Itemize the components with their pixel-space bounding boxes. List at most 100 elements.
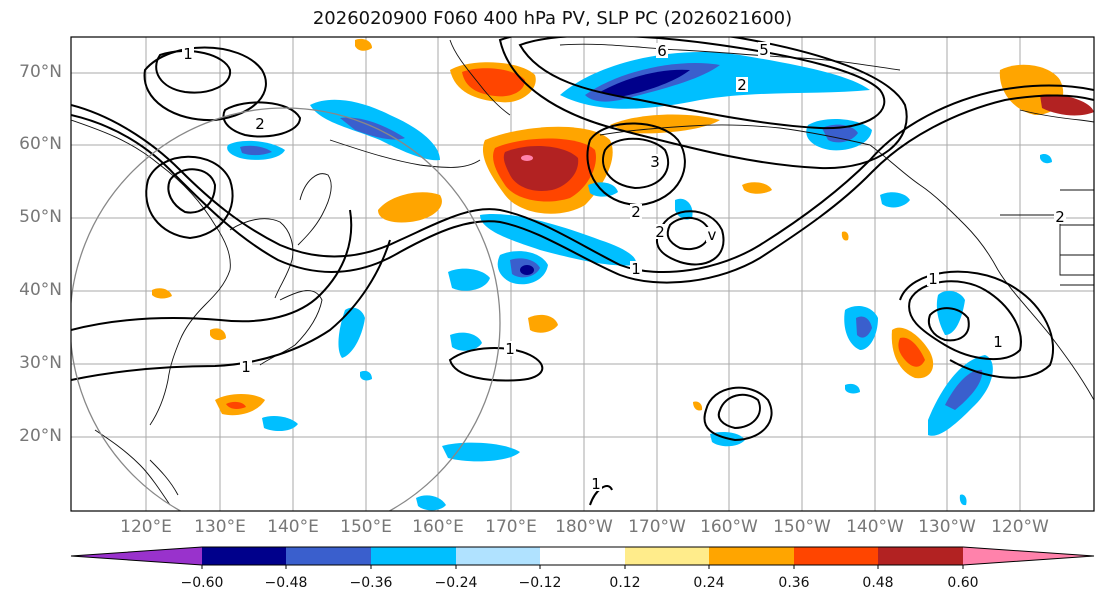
pv-positive-peak-bering bbox=[521, 155, 533, 161]
pv-positive-blob-tiny4 bbox=[693, 401, 703, 411]
contour-label: 3 bbox=[650, 153, 660, 171]
contour-label: 2 bbox=[737, 76, 747, 94]
contour-label: 1 bbox=[241, 358, 251, 376]
coastlines bbox=[71, 39, 1094, 506]
latitude-tick-label: 50°N bbox=[19, 207, 62, 227]
contour-label-bg bbox=[706, 227, 718, 242]
reference-circle bbox=[71, 107, 501, 511]
contour-label: 1 bbox=[993, 333, 1003, 351]
colorbar-tick-label: 0.36 bbox=[778, 575, 810, 591]
contour-label-bg bbox=[630, 261, 642, 276]
longitude-tick-label: 170°E bbox=[485, 517, 537, 537]
pv-negative-max-npac bbox=[520, 265, 534, 275]
colorbar-tick-label: 0.60 bbox=[947, 575, 979, 591]
pv-negative-blob-tropic4 bbox=[416, 495, 446, 511]
colorbar-segment bbox=[71, 547, 202, 565]
colorbar-tick-label: 0.48 bbox=[862, 575, 894, 591]
colorbar-segment bbox=[286, 547, 371, 565]
longitude-tick-label: 120°W bbox=[991, 517, 1049, 537]
contour-label: 1 bbox=[183, 45, 193, 63]
contour-label: 2 bbox=[255, 115, 265, 133]
contour-label: 6 bbox=[657, 42, 667, 60]
pv-positive-core-southjapan bbox=[226, 401, 246, 409]
contour-label: 2 bbox=[631, 203, 641, 221]
contour-label-bg bbox=[590, 476, 602, 491]
colorbar bbox=[71, 547, 1094, 565]
pv-negative-blob-midpac bbox=[675, 198, 693, 220]
longitude-tick-label: 150°W bbox=[773, 517, 831, 537]
pv-negative-blob-subtrop bbox=[450, 332, 482, 351]
pv-positive-blob-tiny1 bbox=[152, 288, 172, 299]
colorbar-tick-label: −0.48 bbox=[264, 575, 308, 591]
longitude-tick-label: 140°E bbox=[267, 517, 319, 537]
pv-negative-blob-tiny3 bbox=[1040, 153, 1052, 164]
contour-label: 1 bbox=[591, 475, 601, 493]
contour-label: 5 bbox=[759, 41, 769, 59]
contour-label-bg bbox=[1054, 209, 1066, 224]
contour-label: 2 bbox=[1055, 208, 1065, 226]
pv-negative-blob-west bbox=[448, 268, 490, 291]
contour-label-bg bbox=[992, 334, 1004, 349]
pv-negative-blob-tiny2 bbox=[845, 383, 860, 394]
latitude-tick-label: 70°N bbox=[19, 62, 62, 82]
latitude-tick-label: 20°N bbox=[19, 426, 62, 446]
longitude-tick-label: 160°W bbox=[700, 517, 758, 537]
pv-negative-blob-canada bbox=[880, 192, 910, 208]
colorbar-tick-label: −0.24 bbox=[434, 575, 478, 591]
colorbar-segment bbox=[794, 547, 878, 565]
colorbar-segment bbox=[371, 547, 456, 565]
pv-positive-blob-tiny3 bbox=[210, 328, 226, 341]
pv-positive-core-chukotka bbox=[462, 68, 525, 97]
colorbar-tick-label: 0.24 bbox=[693, 575, 725, 591]
latitude-tick-label: 30°N bbox=[19, 353, 62, 373]
longitude-tick-label: 180°W bbox=[555, 517, 613, 537]
colorbar-segment bbox=[709, 547, 794, 565]
longitude-tick-label: 130°W bbox=[918, 517, 976, 537]
longitude-tick-label: 170°W bbox=[628, 517, 686, 537]
pv-negative-blob-gulf bbox=[588, 182, 618, 197]
pv-positive-blob-subtrop bbox=[528, 314, 558, 333]
contour-label-bg bbox=[654, 224, 666, 239]
pv-positive-core-eastpac bbox=[898, 337, 925, 367]
pv-positive-core-canada bbox=[1040, 94, 1094, 116]
pv-positive-blob-arctic-tiny bbox=[355, 38, 372, 51]
pv-positive-blob-okhotsk bbox=[378, 192, 442, 223]
contour-label: 1 bbox=[631, 260, 641, 278]
pv-positive-blob-yukon bbox=[610, 114, 720, 134]
contour-label-bg bbox=[649, 154, 661, 169]
colorbar-tick-label: −0.12 bbox=[518, 575, 562, 591]
pv-negative-blob-bc bbox=[936, 290, 965, 335]
pv-negative-max-arctic bbox=[600, 69, 690, 97]
longitude-tick-label: 130°E bbox=[194, 517, 246, 537]
contour-label-bg bbox=[182, 46, 194, 61]
contour-label: 2 bbox=[655, 223, 665, 241]
colorbar-segment bbox=[878, 547, 963, 565]
map-title: 2026020900 F060 400 hPa PV, SLP PC (2026… bbox=[312, 8, 793, 29]
pv-negative-core-baikal bbox=[240, 145, 272, 156]
contour-label: v bbox=[708, 226, 717, 244]
contour-label-bg bbox=[254, 116, 266, 131]
pv-negative-blob-japan-east bbox=[338, 307, 365, 358]
contour-label-bg bbox=[758, 42, 770, 57]
pv-positive-blob-alaska-coast bbox=[742, 182, 772, 194]
contour-label-bg bbox=[736, 77, 748, 92]
colorbar-segment bbox=[540, 547, 625, 565]
colorbar-segment bbox=[963, 547, 1094, 565]
pv-positive-blob-tiny2 bbox=[841, 231, 849, 241]
contour-label: 1 bbox=[505, 340, 515, 358]
contour-label-bg bbox=[240, 359, 252, 374]
pv-negative-blob-tiny1 bbox=[360, 370, 372, 381]
plot-area bbox=[71, 37, 1094, 511]
longitude-tick-label: 150°E bbox=[340, 517, 392, 537]
colorbar-tick-label: −0.60 bbox=[180, 575, 224, 591]
slp-contours bbox=[71, 37, 1094, 506]
latitude-tick-label: 40°N bbox=[19, 280, 62, 300]
contour-label-bg bbox=[504, 341, 516, 356]
plot-frame bbox=[70, 36, 1095, 512]
colorbar-outline bbox=[70, 546, 1095, 569]
pv-negative-core-eastpac bbox=[945, 369, 983, 410]
pv-negative-blob-tropic2 bbox=[442, 442, 520, 462]
pv-negative-blob-tropic1 bbox=[262, 416, 298, 432]
